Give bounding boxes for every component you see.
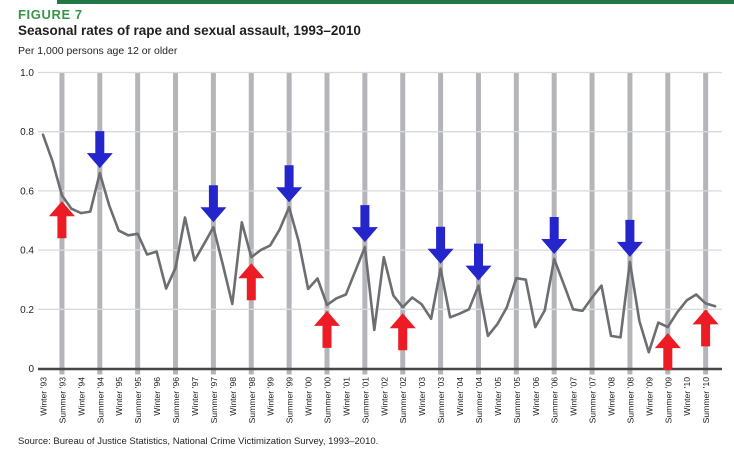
significant-decrease-arrow-icon [86, 131, 113, 169]
x-axis-tick-label: Summer ’05 [512, 377, 522, 424]
x-axis-tick-label: Winter ’99 [266, 377, 276, 416]
significant-decrease-arrow-icon [351, 205, 378, 243]
x-axis-tick-label: Summer ’03 [436, 377, 446, 424]
summer-highlight-band [665, 72, 671, 375]
significant-increase-arrow-icon [314, 310, 340, 348]
x-axis-tick-label: Winter ’04 [455, 377, 465, 416]
x-axis-tick-label: Winter ’06 [531, 377, 541, 416]
x-axis-tick-label: Summer ’98 [247, 377, 257, 424]
x-axis-tick-label: Winter ’94 [76, 377, 86, 416]
significant-increase-arrow-icon [48, 201, 75, 239]
header-rule [57, 0, 734, 4]
summer-highlight-band [703, 72, 709, 375]
x-axis-tick-label: Winter ’10 [682, 377, 692, 416]
y-axis-tick-label: 1.0 [20, 68, 34, 79]
x-axis-tick-label: Summer ’10 [701, 377, 711, 424]
chart-title: Seasonal rates of rape and sexual assaul… [18, 23, 361, 38]
summer-highlight-band [589, 72, 595, 375]
x-axis-tick-label: Summer ’09 [663, 377, 673, 424]
x-axis-tick-label: Winter ’07 [569, 377, 579, 416]
x-axis-tick-label: Summer ’04 [474, 377, 484, 424]
x-axis-tick-label: Summer ’97 [209, 377, 219, 424]
x-axis-tick-label: Winter ’08 [607, 377, 617, 416]
summer-highlight-band [210, 72, 216, 375]
summer-highlight-band [248, 72, 254, 375]
significant-increase-arrow-icon [238, 263, 265, 301]
x-axis-tick-label: Summer ’01 [360, 377, 370, 424]
x-axis-tick-label: Winter ’05 [493, 377, 503, 416]
x-axis-tick-label: Summer ’06 [550, 377, 560, 424]
summer-highlight-band [135, 72, 141, 375]
significant-increase-arrow-icon [389, 313, 416, 351]
significant-decrease-arrow-icon [465, 243, 492, 281]
significant-decrease-arrow-icon [616, 219, 643, 257]
significant-decrease-arrow-icon [200, 185, 227, 223]
y-axis-tick-label: 0.8 [20, 127, 34, 138]
x-axis-tick-label: Summer ’99 [285, 377, 295, 424]
x-axis-tick-label: Winter ’98 [228, 377, 238, 416]
rate-trend-line [41, 133, 717, 354]
x-axis-tick-label: Summer ’08 [625, 377, 635, 424]
x-axis-tick-label: Summer ’02 [398, 377, 408, 424]
summer-highlight-band [173, 72, 179, 375]
x-axis-tick-label: Winter ’96 [152, 377, 162, 416]
y-axis-tick-label: 0 [28, 364, 34, 375]
summer-highlight-band [324, 72, 330, 375]
figure-number-label: FIGURE 7 [18, 7, 83, 22]
x-axis-tick-label: Winter ’01 [341, 377, 351, 416]
x-axis-tick-label: Winter ’00 [304, 377, 314, 416]
y-axis-tick-label: 0.4 [20, 246, 34, 257]
y-axis-tick-label: 0.6 [20, 186, 34, 197]
x-axis-tick-label: Summer ’94 [95, 377, 105, 424]
summer-highlight-band [400, 72, 406, 375]
x-axis-tick-label: Summer ’00 [323, 377, 333, 424]
x-axis-tick-label: Winter ’09 [644, 377, 654, 416]
summer-highlight-band [513, 72, 519, 375]
x-axis-tick-label: Summer ’07 [588, 377, 598, 424]
significant-decrease-arrow-icon [276, 165, 303, 203]
x-axis-tick-label: Summer ’95 [133, 377, 143, 424]
x-axis-tick-label: Summer ’93 [57, 377, 67, 424]
y-axis-tick-label: 0.2 [20, 305, 34, 316]
x-axis-tick-label: Summer ’96 [171, 377, 181, 424]
summer-highlight-band [475, 72, 481, 375]
x-axis-tick-label: Winter ’02 [379, 377, 389, 416]
x-axis-tick-label: Winter ’03 [417, 377, 427, 416]
significant-increase-arrow-icon [692, 309, 719, 347]
summer-highlight-band [97, 72, 103, 375]
significant-decrease-arrow-icon [427, 226, 454, 264]
y-axis-units-label: Per 1,000 persons age 12 or older [18, 45, 178, 57]
x-axis-tick-label: Winter ’95 [114, 377, 124, 416]
significant-decrease-arrow-icon [541, 217, 568, 254]
source-note: Source: Bureau of Justice Statistics, Na… [18, 436, 379, 447]
summer-highlight-band [438, 72, 444, 375]
summer-highlight-band [286, 72, 292, 375]
x-axis-tick-label: Winter ’97 [190, 377, 200, 416]
significant-increase-arrow-icon [654, 333, 681, 371]
x-axis-tick-label: Winter ’93 [39, 377, 49, 416]
